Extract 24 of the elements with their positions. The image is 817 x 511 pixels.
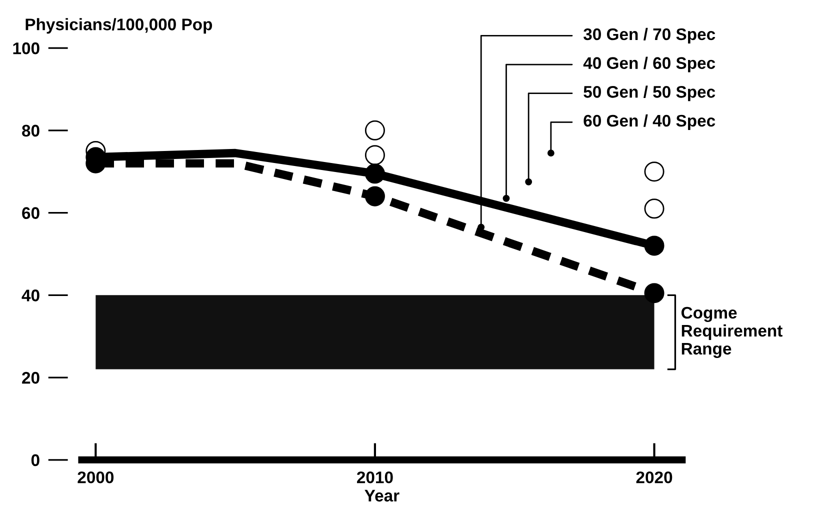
y-tick-label: 20 xyxy=(22,372,40,384)
x-tick-label: 2010 xyxy=(357,471,393,484)
point xyxy=(644,162,664,182)
y-tick-label: 100 xyxy=(13,42,40,54)
point xyxy=(364,164,385,184)
y-tick-label: 80 xyxy=(22,124,40,137)
point xyxy=(364,145,385,166)
band-label: Cogme Requirement Range xyxy=(681,306,782,358)
point xyxy=(644,236,664,256)
x-tick-label: 2000 xyxy=(78,471,114,484)
y-tick-label: 0 xyxy=(31,454,40,466)
x-tick-label: 2020 xyxy=(636,471,672,484)
annotation: 60 Gen / 40 Spec xyxy=(584,114,716,130)
annotation: 40 Gen / 60 Spec xyxy=(583,56,716,72)
point xyxy=(364,186,385,206)
y-tick-label: 40 xyxy=(22,290,40,302)
y-tick-label: 60 xyxy=(22,207,40,219)
point xyxy=(644,198,664,219)
annotation: 50 Gen / 50 Spec xyxy=(584,86,716,102)
point xyxy=(364,120,385,140)
point xyxy=(644,283,664,304)
x-axis-title: Year xyxy=(364,490,400,502)
y-axis-title: Physicians/100,000 Pop xyxy=(26,18,212,34)
annotation: 30 Gen / 70 Spec xyxy=(583,28,716,44)
